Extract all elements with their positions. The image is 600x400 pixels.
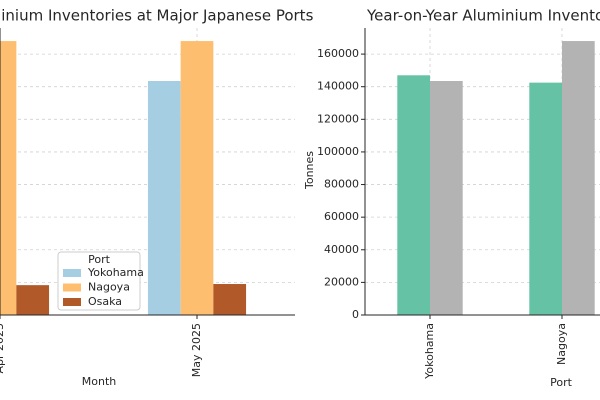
bar: [213, 284, 247, 315]
chart-title: minium Inventories at Major Japanese Por…: [0, 7, 314, 25]
y-tick-label: 80000: [324, 178, 359, 191]
legend-title: Port: [88, 253, 110, 266]
legend-swatch: [63, 283, 81, 292]
bar: [529, 82, 562, 315]
x-tick-label: Apr 2025: [0, 323, 6, 374]
bar: [180, 41, 214, 315]
legend-swatch: [63, 269, 81, 277]
x-tick-label: Yokohama: [423, 323, 436, 380]
bar: [562, 41, 595, 315]
y-tick-label: 40000: [324, 243, 359, 256]
y-tick-label: 20000: [324, 275, 359, 288]
y-tick-label: 120000: [317, 112, 359, 125]
y-tick-label: 160000: [317, 47, 359, 60]
legend-label: Yokohama: [87, 266, 144, 279]
y-tick-label: 100000: [317, 145, 359, 158]
y-tick-label: 140000: [317, 80, 359, 93]
bar: [430, 80, 463, 315]
legend-label: Osaka: [88, 295, 122, 308]
chart-title: Year-on-Year Aluminium Inventor: [366, 7, 600, 25]
bar: [0, 41, 17, 315]
bar: [16, 285, 50, 315]
x-tick-label: May 2025: [190, 323, 203, 377]
y-tick-label: 0: [352, 308, 359, 321]
bar: [397, 75, 430, 316]
legend-swatch: [63, 298, 81, 306]
x-axis-label: Port: [550, 376, 572, 389]
legend-label: Nagoya: [88, 281, 130, 294]
x-tick-label: Nagoya: [555, 323, 568, 365]
x-axis-label: Month: [82, 375, 117, 388]
y-tick-label: 60000: [324, 210, 359, 223]
y-axis-label: Tonnes: [303, 151, 316, 190]
legend-box: [57, 251, 141, 311]
bar: [147, 80, 181, 315]
